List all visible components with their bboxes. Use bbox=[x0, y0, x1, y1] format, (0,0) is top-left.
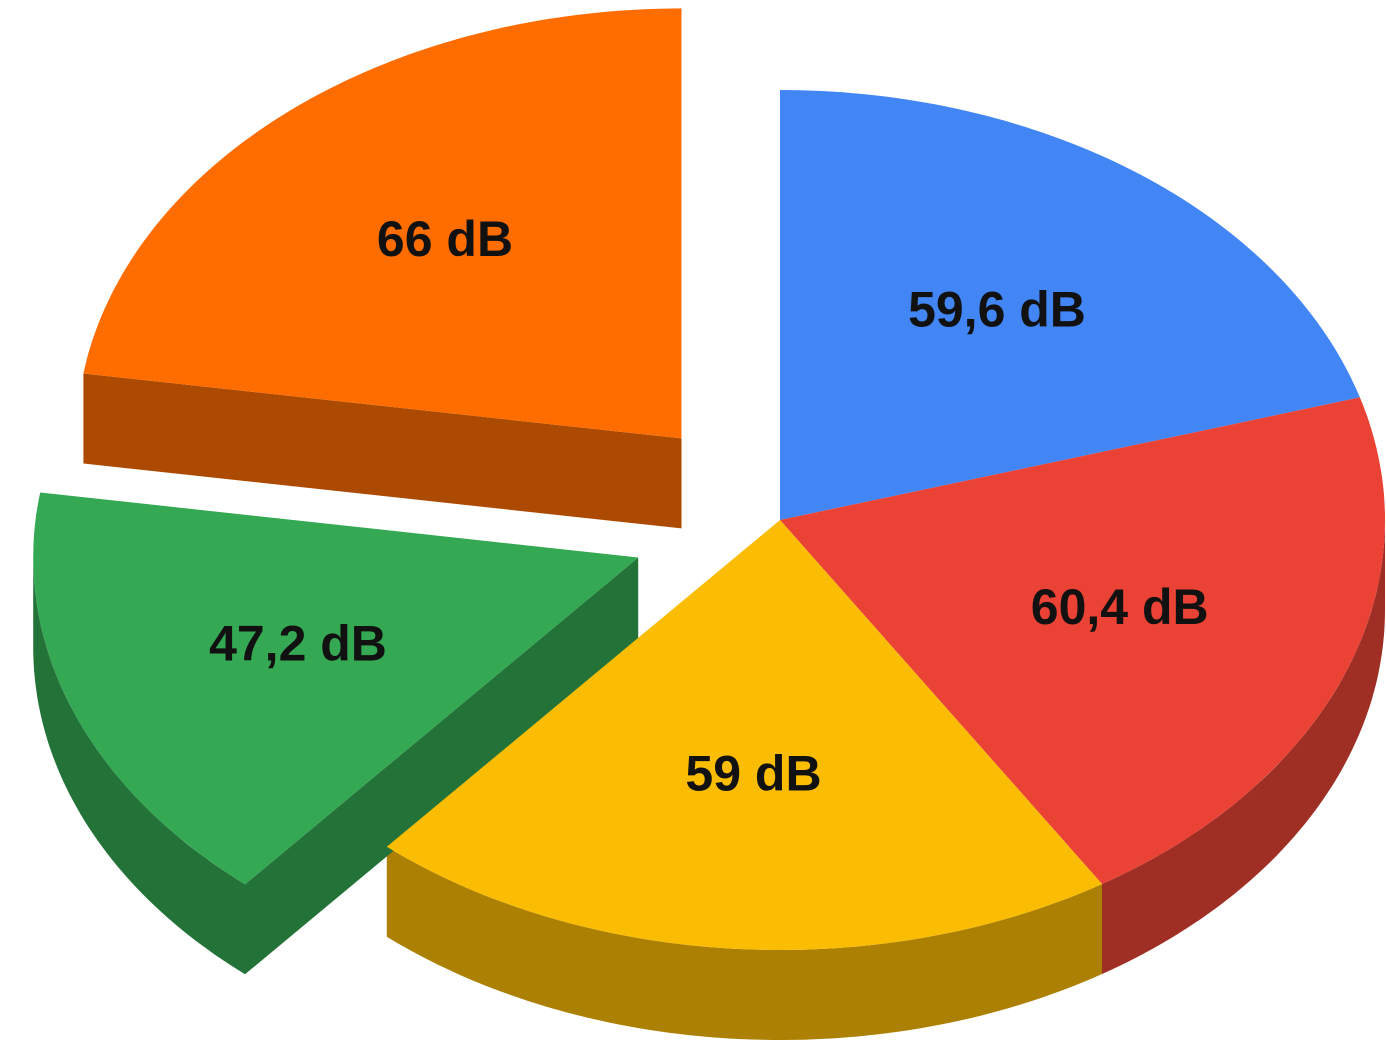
data-label: 66 dB bbox=[377, 211, 513, 267]
slice-edge-face bbox=[245, 557, 639, 975]
data-label: 60,4 dB bbox=[1031, 579, 1209, 635]
slice bbox=[83, 8, 682, 439]
slice-wall bbox=[386, 846, 1102, 1040]
slice-edge-face bbox=[83, 373, 682, 529]
data-label: 59,6 dB bbox=[908, 281, 1086, 337]
slice bbox=[386, 520, 1102, 950]
slice bbox=[780, 397, 1385, 884]
data-label: 59 dB bbox=[685, 746, 821, 802]
slice bbox=[780, 90, 1360, 520]
slice-wall bbox=[1102, 520, 1385, 974]
slice-wall bbox=[33, 557, 246, 975]
slice bbox=[33, 492, 639, 885]
data-label: 47,2 dB bbox=[209, 616, 387, 672]
